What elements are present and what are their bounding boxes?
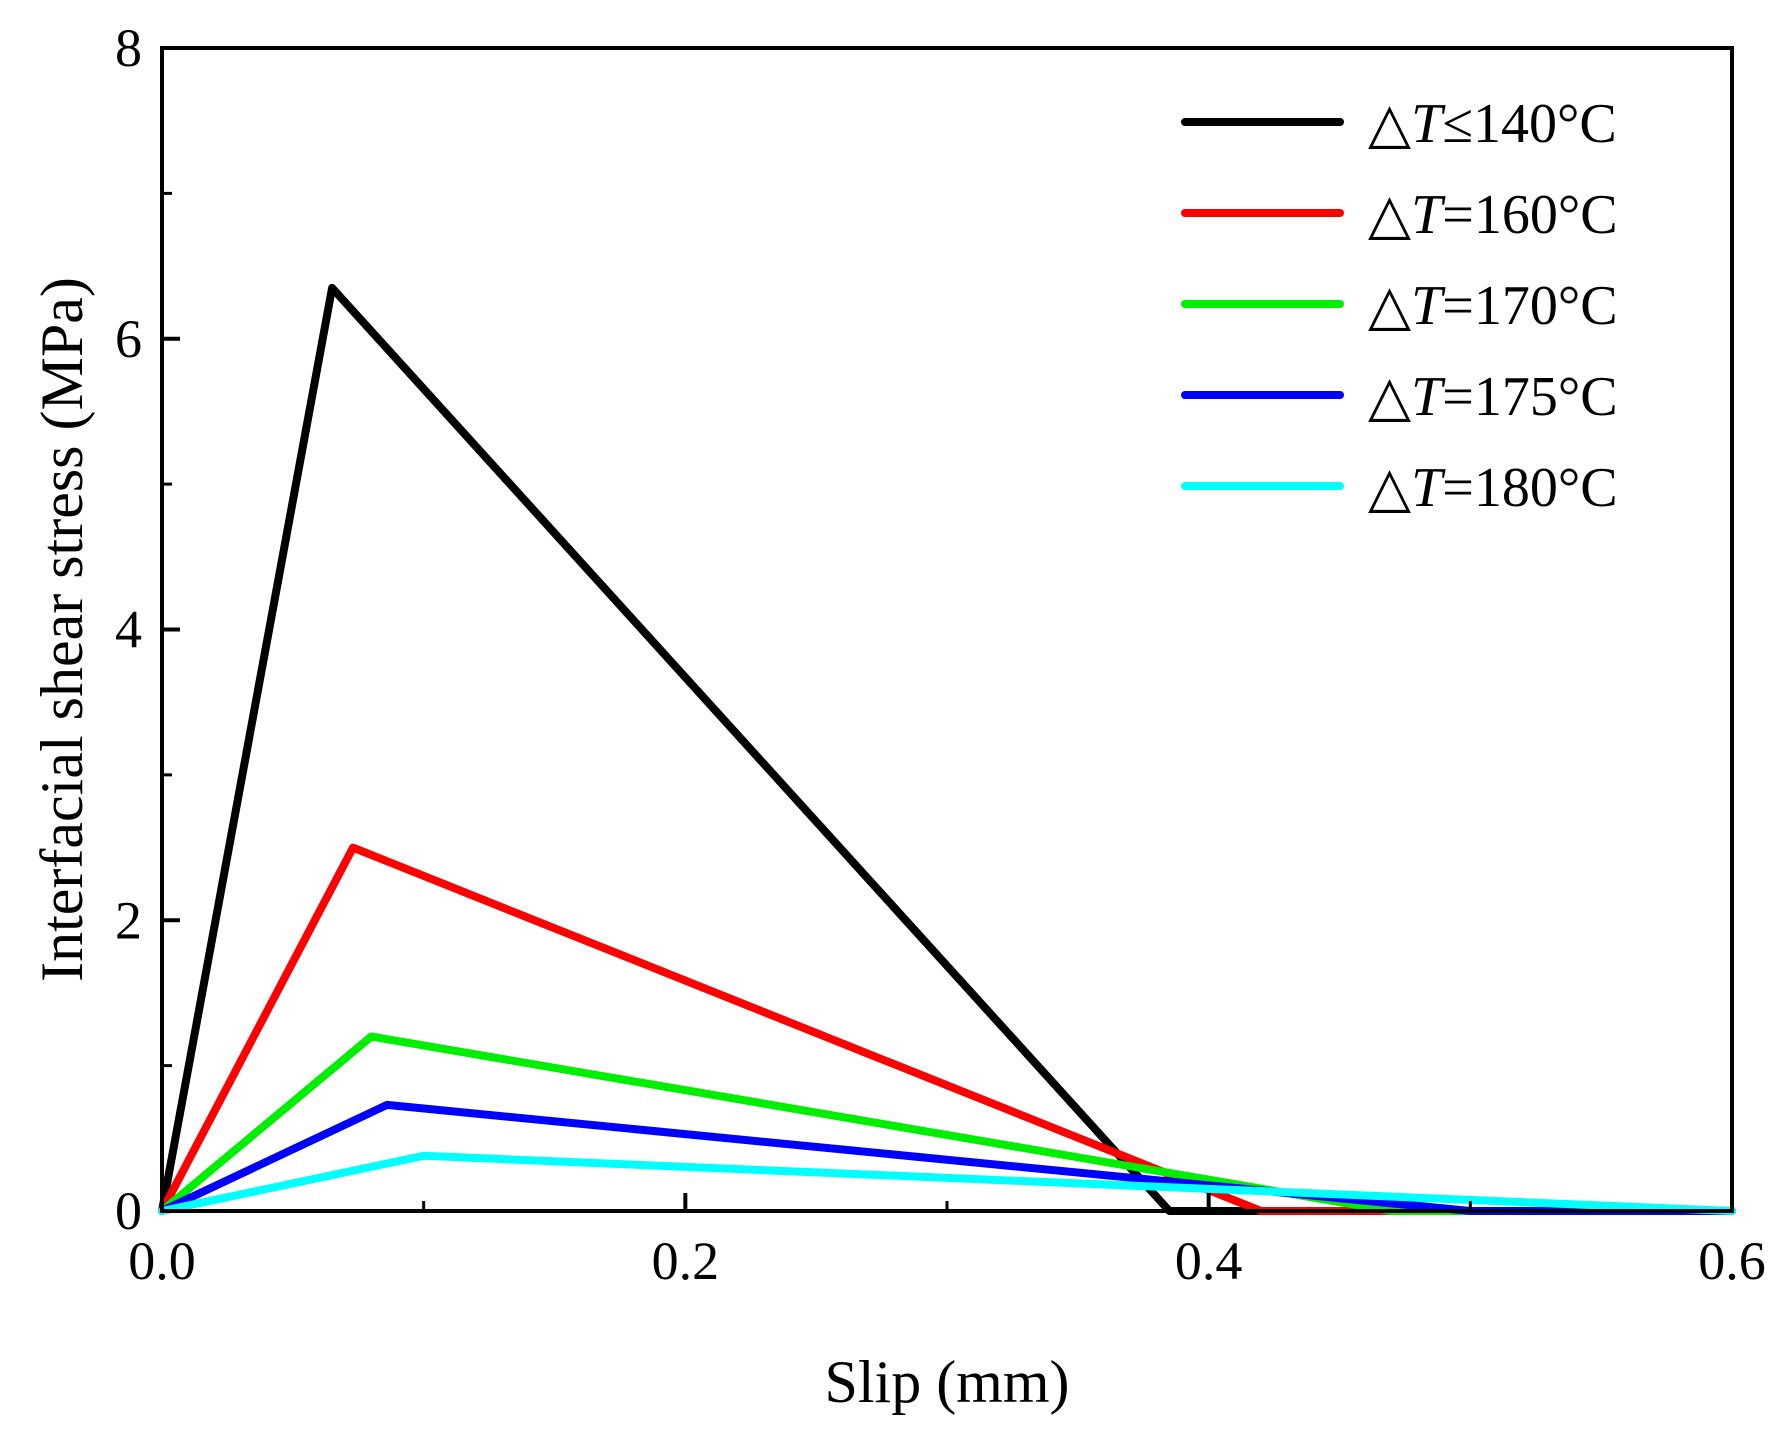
legend-label-5: △T=180°C (1368, 457, 1618, 519)
y-tick-label: 0 (115, 1181, 142, 1241)
y-tick-label: 2 (115, 890, 142, 950)
legend-label-2: △T=160°C (1368, 184, 1618, 246)
series-line-5 (158, 1151, 1736, 1215)
legend-label-3: △T=170°C (1368, 275, 1618, 337)
ticks-layer: 0.0 0.2 0.4 0.6 0 2 4 6 8 (115, 18, 1766, 1291)
x-tick-label: 0.0 (128, 1231, 196, 1291)
y-tick-label: 6 (115, 309, 142, 369)
legend-label-1: △T≤140°C (1368, 93, 1617, 155)
x-tick-label: 0.2 (652, 1231, 720, 1291)
x-tick-label: 0.4 (1175, 1231, 1243, 1291)
y-tick-label: 4 (115, 600, 142, 660)
legend: △T≤140°C △T=160°C △T=170°C △T=175°C △T=180°C (1181, 93, 1618, 519)
x-tick-label: 0.6 (1698, 1231, 1766, 1291)
x-axis-label: Slip (mm) (824, 1349, 1069, 1415)
series-line-3 (158, 1032, 1736, 1215)
legend-label-4: △T=175°C (1368, 366, 1618, 428)
y-tick-label: 8 (115, 18, 142, 78)
y-axis-label: Interfacial shear stress (MPa) (29, 277, 95, 982)
